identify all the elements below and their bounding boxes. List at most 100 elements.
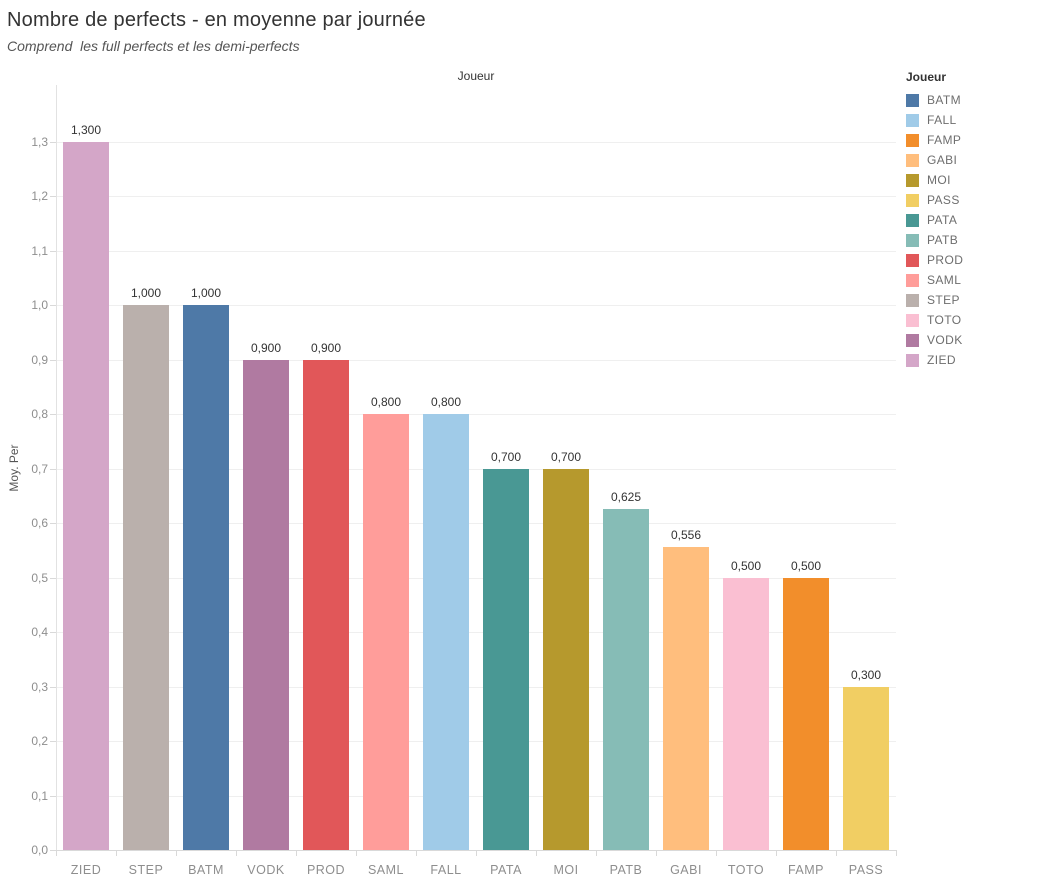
x-tick-mark	[896, 851, 897, 856]
y-tick-label: 0,7	[31, 461, 48, 476]
legend-swatch-icon	[906, 293, 919, 307]
legend-item-toto[interactable]: TOTO	[906, 310, 1042, 330]
y-tick-mark	[50, 305, 56, 306]
legend-item-label: GABI	[927, 153, 958, 167]
legend-title: Joueur	[906, 70, 947, 84]
legend-item-label: PROD	[927, 253, 964, 267]
bar-zied[interactable]	[63, 141, 109, 850]
gridline	[56, 196, 896, 197]
legend-swatch-icon	[906, 193, 919, 207]
legend-item-pata[interactable]: PATA	[906, 210, 1042, 230]
bar-moi[interactable]	[543, 468, 589, 850]
legend-swatch-icon	[906, 133, 919, 147]
bar-value-label: 0,700	[550, 449, 582, 464]
legend-item-step[interactable]: STEP	[906, 290, 1042, 310]
bar-step[interactable]	[123, 305, 169, 850]
legend-swatch-icon	[906, 273, 919, 287]
legend-items: BATM FALL FAMP GABI MOI PASS PATA PATB PROD SAML S…	[906, 90, 1042, 370]
x-tick-label-prod: PROD	[306, 863, 346, 877]
legend-item-label: PATB	[927, 233, 959, 247]
y-tick-label: 0,8	[31, 407, 48, 421]
x-tick-mark	[416, 851, 417, 856]
gridline	[56, 468, 896, 470]
gridline	[56, 250, 896, 252]
x-tick-label-vodk: VODK	[247, 863, 285, 877]
x-tick-label-zied: ZIED	[70, 863, 102, 877]
legend-item-prod[interactable]: PROD	[906, 250, 1042, 270]
x-tick-label-step: STEP	[128, 863, 164, 877]
y-tick-mark	[50, 795, 56, 797]
legend-item-moi[interactable]: MOI	[906, 170, 1042, 190]
gridline	[56, 305, 896, 306]
bar-patb[interactable]	[603, 509, 649, 850]
x-tick-mark	[356, 851, 357, 856]
legend-swatch-icon	[906, 333, 919, 347]
y-tick-mark	[50, 359, 56, 361]
x-tick-label-famp: FAMP	[787, 863, 825, 877]
gridline	[56, 577, 896, 579]
bar-gabi[interactable]	[663, 546, 709, 850]
x-tick-mark	[176, 851, 177, 856]
bar-batm[interactable]	[183, 305, 229, 850]
bar-pata[interactable]	[483, 468, 529, 850]
x-tick-label-moi: MOI	[553, 863, 579, 877]
x-tick-mark	[836, 851, 837, 856]
legend: Joueur BATM FALL FAMP GABI MOI PASS PATA PATB PR…	[906, 70, 1042, 370]
legend-item-zied[interactable]: ZIED	[906, 350, 1042, 370]
gridline	[56, 795, 896, 797]
x-tick-mark	[776, 851, 777, 856]
bar-toto[interactable]	[723, 577, 769, 850]
legend-item-saml[interactable]: SAML	[906, 270, 1042, 290]
y-tick-mark	[50, 141, 56, 143]
bar-pass[interactable]	[843, 686, 889, 850]
y-tick-mark	[50, 414, 56, 415]
legend-item-label: PASS	[927, 193, 960, 207]
gridline	[56, 741, 896, 742]
y-tick-mark	[50, 523, 56, 524]
y-tick-label: 0,0	[31, 843, 48, 857]
bar-saml[interactable]	[363, 414, 409, 850]
legend-item-label: FALL	[927, 113, 957, 127]
gridline	[56, 359, 896, 361]
legend-item-batm[interactable]: BATM	[906, 90, 1042, 110]
y-tick-mark	[50, 468, 56, 470]
y-axis-line	[56, 85, 57, 850]
bar-value-label: 0,625	[610, 490, 642, 505]
x-tick-label-pass: PASS	[848, 863, 884, 877]
x-tick-mark	[536, 851, 537, 856]
bar-prod[interactable]	[303, 359, 349, 850]
y-tick-label: 0,1	[31, 788, 48, 803]
legend-item-fall[interactable]: FALL	[906, 110, 1042, 130]
legend-item-label: TOTO	[927, 313, 962, 327]
legend-item-label: PATA	[927, 213, 958, 227]
bar-value-label: 0,800	[370, 395, 402, 409]
x-tick-label-toto: TOTO	[727, 863, 765, 877]
legend-item-patb[interactable]: PATB	[906, 230, 1042, 250]
bar-value-label: 0,900	[310, 340, 342, 355]
legend-item-pass[interactable]: PASS	[906, 190, 1042, 210]
chart-subtitle: Comprend les full perfects et les demi-p…	[7, 38, 300, 54]
bar-value-label: 0,300	[850, 667, 882, 682]
bar-value-label: 0,700	[490, 449, 522, 464]
x-tick-mark	[236, 851, 237, 856]
legend-item-famp[interactable]: FAMP	[906, 130, 1042, 150]
legend-item-gabi[interactable]: GABI	[906, 150, 1042, 170]
y-tick-label: 0,9	[31, 352, 48, 367]
y-tick-mark	[50, 632, 56, 633]
gridline	[56, 141, 896, 143]
x-tick-label-batm: BATM	[188, 863, 224, 877]
legend-swatch-icon	[906, 353, 919, 367]
bar-fall[interactable]	[423, 414, 469, 850]
y-tick-mark	[50, 577, 56, 579]
y-tick-label: 1,0	[31, 298, 48, 312]
x-axis-line	[56, 850, 897, 851]
bar-value-label: 1,300	[70, 122, 102, 137]
legend-swatch-icon	[906, 313, 919, 327]
bar-famp[interactable]	[783, 577, 829, 850]
bar-vodk[interactable]	[243, 359, 289, 850]
legend-item-vodk[interactable]: VODK	[906, 330, 1042, 350]
legend-swatch-icon	[906, 173, 919, 187]
legend-item-label: BATM	[927, 93, 962, 107]
gridline	[56, 414, 896, 415]
